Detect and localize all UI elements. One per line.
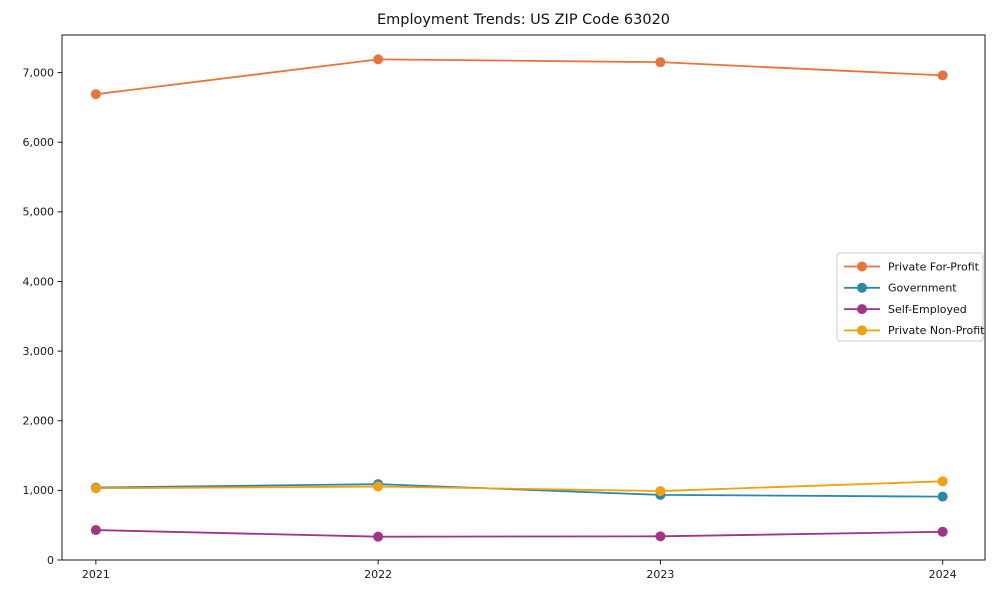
legend-marker-dot bbox=[857, 282, 867, 293]
data-point-marker bbox=[373, 54, 384, 65]
series-private-non-profit bbox=[90, 476, 948, 497]
legend-box bbox=[836, 252, 984, 342]
y-tick-label: 0 bbox=[47, 554, 54, 567]
data-point-marker bbox=[373, 481, 384, 492]
legend: Private For-Profit Government Self-Employe… bbox=[836, 252, 985, 342]
y-tick-label: 1,000 bbox=[23, 484, 55, 497]
legend-marker-dot bbox=[857, 325, 867, 336]
series-self-employed bbox=[90, 525, 948, 542]
chart-title: Employment Trends: US ZIP Code 63020 bbox=[376, 12, 671, 28]
legend-label: Self-Employed bbox=[888, 303, 967, 316]
data-point-marker bbox=[655, 486, 666, 497]
data-point-marker bbox=[90, 483, 101, 494]
series-line bbox=[95, 58, 943, 96]
y-tick-label: 2,000 bbox=[23, 415, 55, 428]
data-point-marker bbox=[373, 531, 384, 542]
legend-label: Government bbox=[888, 282, 957, 295]
x-tick-label: 2023 bbox=[646, 568, 674, 581]
data-point-marker bbox=[937, 476, 948, 487]
y-tick-label: 3,000 bbox=[23, 345, 55, 358]
data-point-marker bbox=[90, 525, 101, 536]
series-line bbox=[95, 529, 943, 538]
x-tick-label: 2022 bbox=[364, 568, 392, 581]
axes: 0 1,000 2,000 3,000 4,000 5,000 6,000 7,000 2021… bbox=[23, 66, 957, 581]
plot-border bbox=[61, 34, 986, 561]
legend-marker-dot bbox=[857, 304, 867, 315]
legend-marker-dot bbox=[857, 261, 867, 272]
legend-label: Private Non-Profit bbox=[888, 324, 985, 337]
data-point-marker bbox=[655, 531, 666, 542]
series-private-for-profit bbox=[90, 54, 948, 100]
data-point-marker bbox=[937, 526, 948, 537]
legend-label: Private For-Profit bbox=[888, 260, 980, 273]
data-point-marker bbox=[655, 57, 666, 68]
y-tick-label: 5,000 bbox=[23, 206, 55, 219]
y-tick-label: 6,000 bbox=[23, 136, 55, 149]
series-line bbox=[95, 480, 943, 492]
series-government bbox=[90, 479, 948, 502]
y-tick-label: 7,000 bbox=[23, 66, 55, 79]
x-tick-label: 2021 bbox=[82, 568, 110, 581]
data-point-marker bbox=[90, 89, 101, 100]
y-tick-label: 4,000 bbox=[23, 275, 55, 288]
data-point-marker bbox=[937, 491, 948, 502]
data-point-marker bbox=[937, 70, 948, 81]
x-tick-label: 2024 bbox=[929, 568, 957, 581]
